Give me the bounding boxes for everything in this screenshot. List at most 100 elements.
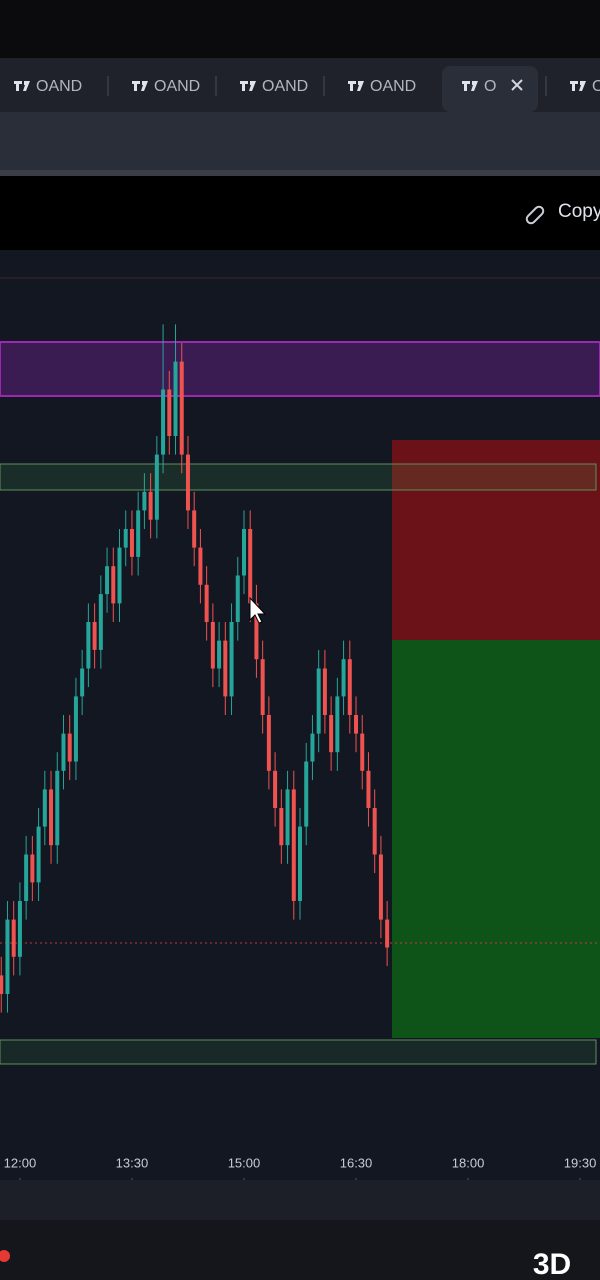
candle-body [173, 361, 178, 436]
candle-body [105, 566, 110, 595]
candle-body [248, 529, 253, 604]
candle-body [291, 789, 296, 901]
tabs: OAND OAND OAND OAND O OAND [14, 66, 600, 112]
tab[interactable]: OAND [545, 76, 600, 96]
take-profit-zone [392, 640, 600, 1038]
candle-body [223, 640, 228, 697]
x-tick-label: 16:30 [340, 1155, 373, 1170]
candle-body [366, 770, 371, 808]
copy-label[interactable]: Copy [558, 201, 600, 222]
record-dot [0, 1250, 10, 1262]
tab[interactable]: OAND [323, 76, 416, 96]
candle-body [341, 659, 346, 697]
candle-body [154, 454, 159, 520]
candle-body [73, 696, 78, 762]
candle-body [360, 733, 365, 771]
candle-body [185, 454, 190, 511]
candle-body [98, 594, 103, 650]
candle-body [260, 659, 265, 715]
candle-body [142, 491, 147, 511]
tab[interactable]: OAND [14, 78, 82, 95]
candle-body [123, 529, 128, 548]
candle-body [229, 622, 234, 697]
candle-body [11, 919, 16, 957]
tab-label: OAND [262, 78, 308, 95]
x-tick-label: 18:00 [452, 1155, 485, 1170]
tab-icon [132, 81, 148, 91]
x-tick-label: 13:30 [116, 1155, 149, 1170]
candle-body [285, 789, 290, 846]
candle-body [241, 529, 246, 576]
candle-body [316, 668, 321, 734]
candle-body [329, 715, 334, 753]
candle-body [310, 733, 315, 762]
candle-body [30, 854, 35, 883]
supply-zone [0, 341, 600, 397]
stop-loss-zone [392, 440, 600, 640]
tab-label: O [484, 78, 496, 95]
candle-body [304, 761, 309, 827]
tab-label: OAND [592, 78, 600, 95]
tab-icon [348, 81, 364, 91]
candle-body [17, 901, 22, 957]
candle-body [210, 622, 215, 669]
candle-body [80, 668, 85, 697]
candle-body [179, 361, 184, 455]
candle-body [148, 491, 153, 520]
tab[interactable]: OAND [215, 76, 308, 96]
candle-body [24, 854, 29, 901]
candle-body [86, 622, 91, 669]
address-bar[interactable] [0, 112, 600, 170]
candle-body [354, 715, 359, 734]
candle-body [111, 566, 116, 604]
candle-body [347, 659, 352, 715]
taskbar [0, 1220, 600, 1280]
link-icon [525, 205, 545, 225]
candle-body [117, 547, 122, 604]
x-tick-label: 15:00 [228, 1155, 261, 1170]
tab-icon [570, 81, 586, 91]
candle-body [42, 789, 47, 827]
tab-close[interactable] [511, 79, 523, 91]
candle-body [204, 584, 209, 622]
candle-body [266, 715, 271, 771]
candle-body [36, 826, 41, 883]
candle-body [5, 919, 10, 994]
candles [0, 324, 390, 1013]
candle-body [55, 770, 60, 846]
tab[interactable]: OAND [107, 76, 200, 96]
candle-body [235, 575, 240, 622]
tab-label: OAND [36, 78, 82, 95]
candle-body [136, 510, 141, 557]
copy-button[interactable]: Copy [525, 201, 600, 225]
candle-body [129, 529, 134, 557]
candle-body [372, 808, 377, 855]
candle-body [322, 668, 327, 715]
x-tick-label: 12:00 [4, 1155, 37, 1170]
candle-body [167, 389, 172, 436]
candle-body [49, 789, 54, 846]
watermark: 3D [533, 1248, 571, 1280]
tab-label: OAND [370, 78, 416, 95]
candle-body [198, 547, 203, 585]
candle-body [254, 603, 259, 660]
candle-body [279, 808, 284, 846]
candle-body [67, 733, 72, 762]
candle-body [298, 826, 302, 901]
tab-active-bg [442, 66, 538, 112]
tab[interactable]: O [442, 66, 538, 112]
level-box [0, 463, 597, 491]
candle-body [192, 510, 197, 548]
tab-icon [14, 81, 30, 91]
divider [0, 170, 600, 176]
tab-label: OAND [154, 78, 200, 95]
level-box [0, 1039, 597, 1065]
candle-body [161, 389, 166, 455]
candle-body [61, 733, 66, 771]
bottom-bar [0, 1180, 600, 1220]
toolbar [0, 176, 600, 250]
tab-icon [462, 81, 478, 91]
candle-body [385, 919, 390, 948]
